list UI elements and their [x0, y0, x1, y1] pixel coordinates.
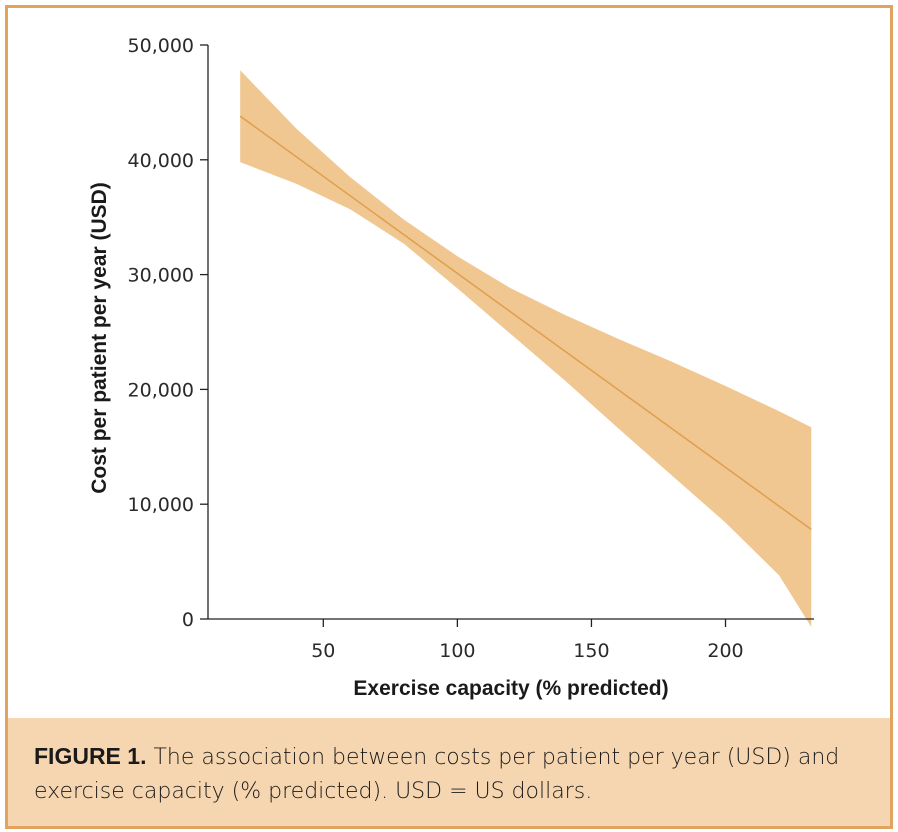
x-tick-label: 150 [573, 640, 609, 662]
caption-label: FIGURE 1. [34, 743, 147, 769]
axes: 0 10,000 20,000 30,000 40,000 50,000 50 100 150 2… [128, 35, 814, 662]
y-axis-title: Cost per patient per year (USD) [88, 182, 111, 494]
x-tick-label: 200 [707, 640, 743, 662]
y-tick-label: 20,000 [128, 379, 194, 401]
y-tick-label: 50,000 [128, 35, 194, 57]
y-tick-label: 30,000 [128, 265, 194, 287]
chart: 0 10,000 20,000 30,000 40,000 50,000 50 100 150 2… [88, 35, 814, 700]
caption-text: The association between costs per patien… [34, 745, 840, 804]
figure-caption: FIGURE 1. The association between costs … [8, 718, 890, 826]
confidence-band-0 [240, 70, 812, 628]
trend-line-layer [239, 115, 812, 531]
trend-line-0 [239, 115, 812, 531]
y-tick-label: 40,000 [128, 150, 194, 172]
confidence-band-layer [240, 70, 812, 628]
x-axis-title: Exercise capacity (% predicted) [353, 677, 668, 700]
x-tick-label: 100 [439, 640, 475, 662]
figure-frame: 0 10,000 20,000 30,000 40,000 50,000 50 100 150 2… [5, 5, 893, 829]
y-tick-label: 0 [182, 609, 194, 631]
x-tick-label: 50 [311, 640, 335, 662]
y-tick-label: 10,000 [128, 494, 194, 516]
